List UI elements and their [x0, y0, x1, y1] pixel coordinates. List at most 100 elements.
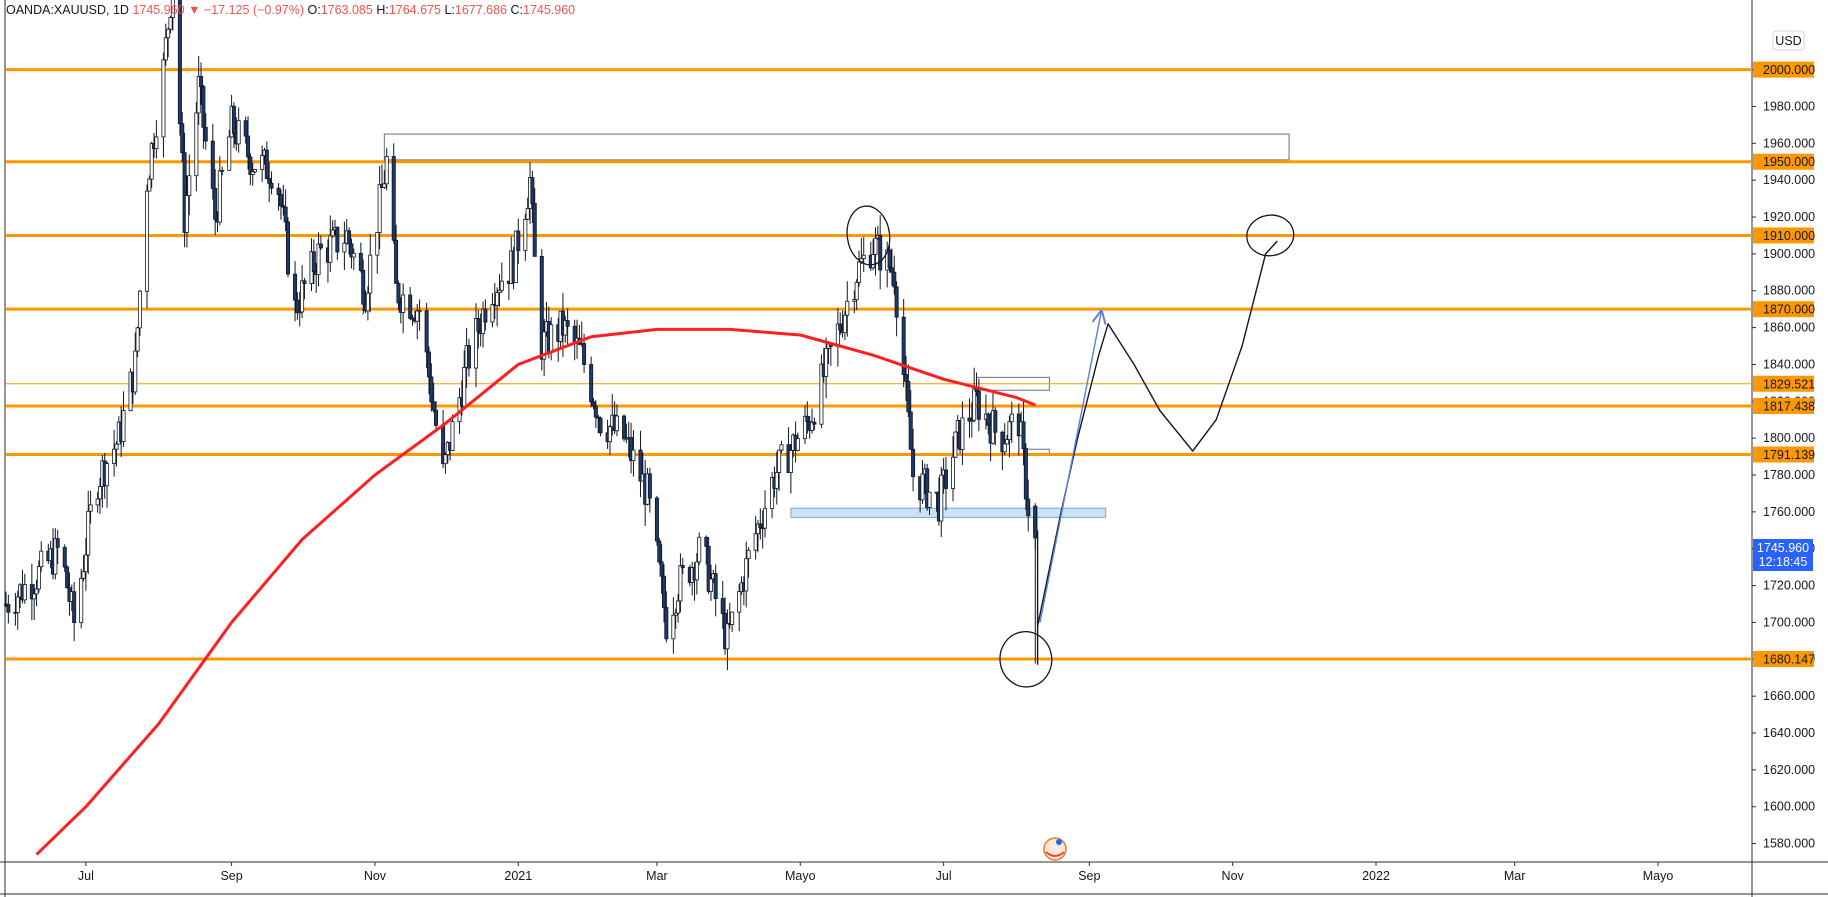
- candle-body: [532, 203, 537, 257]
- price-axis[interactable]: 1580.000 1600.000 1620.000 1640.000 1660.000…: [1752, 61, 1815, 851]
- candle-body: [231, 105, 236, 134]
- level-badge: [1753, 153, 1814, 170]
- candle-body: [697, 536, 702, 563]
- candle-body: [384, 156, 389, 185]
- drawn-circle[interactable]: [1244, 212, 1296, 259]
- candle-body: [939, 474, 944, 522]
- candle-body: [246, 135, 251, 158]
- candle: [513, 230, 518, 284]
- candle-body: [408, 294, 413, 319]
- candle: [664, 591, 669, 643]
- candle-body: [415, 310, 420, 322]
- price-tick-label: 1760.000: [1763, 505, 1815, 519]
- time-tick-label: Nov: [364, 869, 387, 883]
- candle: [565, 308, 570, 345]
- time-tick-label: Mayo: [785, 869, 816, 883]
- candle-body: [180, 123, 185, 154]
- candle-body: [281, 205, 286, 208]
- candlestick-series: [4, 0, 1038, 671]
- candle-body: [622, 415, 627, 440]
- candle-body: [824, 347, 829, 377]
- time-axis[interactable]: Jul Sep Nov 2021 Mar Mayo Jul Sep Nov 2022 Mar Mayo: [78, 862, 1673, 883]
- candle: [347, 227, 352, 255]
- candle-body: [654, 497, 659, 542]
- price-tick-label: 1880.000: [1763, 284, 1815, 298]
- candle: [589, 356, 594, 408]
- candle: [217, 156, 222, 226]
- candle-body: [368, 254, 373, 294]
- candle-body: [631, 449, 636, 462]
- candle: [177, 0, 182, 136]
- candle: [121, 391, 126, 447]
- candle-body: [972, 388, 977, 421]
- candle-body: [951, 456, 956, 489]
- time-tick-label: 2022: [1362, 869, 1390, 883]
- candle: [939, 467, 944, 537]
- candle-body: [424, 310, 429, 353]
- candle: [495, 287, 500, 327]
- candle-body: [755, 523, 760, 535]
- drawn-circle[interactable]: [843, 203, 893, 267]
- candle: [429, 363, 434, 412]
- candle-body: [744, 558, 749, 592]
- candle-body: [177, 0, 182, 125]
- candle-body: [210, 140, 215, 189]
- candle-body: [629, 437, 634, 462]
- horizontal-levels[interactable]: [6, 68, 1752, 661]
- candle: [795, 432, 800, 452]
- candle-body: [777, 449, 782, 473]
- candle: [112, 429, 117, 477]
- candle-body: [986, 413, 991, 426]
- economic-events-icon[interactable]: [1043, 837, 1067, 861]
- candle-body: [887, 249, 892, 269]
- candle-body: [774, 472, 779, 489]
- candle: [311, 239, 316, 285]
- candle: [889, 248, 894, 286]
- candle: [704, 535, 709, 565]
- candle-body: [276, 187, 281, 195]
- zone-rectangle[interactable]: [790, 507, 1107, 518]
- candle: [210, 123, 215, 200]
- candle: [473, 303, 478, 388]
- candle-body: [112, 448, 117, 464]
- candle-body: [34, 588, 39, 595]
- candle: [149, 141, 154, 189]
- time-tick-label: Mayo: [1643, 869, 1674, 883]
- candle-body: [852, 299, 857, 302]
- candle: [36, 560, 41, 593]
- candle-body: [401, 294, 406, 313]
- candle-body: [182, 152, 187, 233]
- candle-body: [347, 230, 352, 245]
- candle-body: [838, 323, 843, 331]
- zone-rectangle[interactable]: [383, 133, 1290, 161]
- currency-button[interactable]: USD: [1772, 30, 1805, 51]
- drawn-path[interactable]: [1036, 240, 1278, 627]
- candle: [450, 414, 455, 452]
- price-tick-label: 1800.000: [1763, 431, 1815, 445]
- candle-body: [377, 184, 382, 233]
- candle-body: [708, 578, 713, 592]
- candle-body: [1033, 505, 1038, 539]
- candle-body: [678, 565, 683, 602]
- projection-arrow[interactable]: [1039, 313, 1101, 623]
- candle-body: [476, 318, 481, 332]
- drawn-circle[interactable]: [996, 628, 1055, 690]
- level-badge-label: 1829.521: [1763, 377, 1815, 391]
- candle-body: [530, 177, 535, 204]
- candle-body: [62, 546, 67, 568]
- candle: [133, 332, 138, 396]
- candle: [1002, 423, 1007, 456]
- hand-drawn-annotations[interactable]: [843, 203, 1296, 690]
- candle-body: [15, 596, 20, 613]
- candle: [161, 52, 166, 158]
- candle-body: [706, 545, 711, 592]
- price-tick-label: 1780.000: [1763, 468, 1815, 482]
- candle: [330, 220, 335, 238]
- level-badge: [1753, 61, 1814, 78]
- candle-body: [434, 409, 439, 426]
- zone-rectangles[interactable]: [383, 133, 1290, 518]
- candle: [269, 171, 274, 195]
- candle: [1007, 415, 1012, 458]
- candle-body: [36, 566, 41, 590]
